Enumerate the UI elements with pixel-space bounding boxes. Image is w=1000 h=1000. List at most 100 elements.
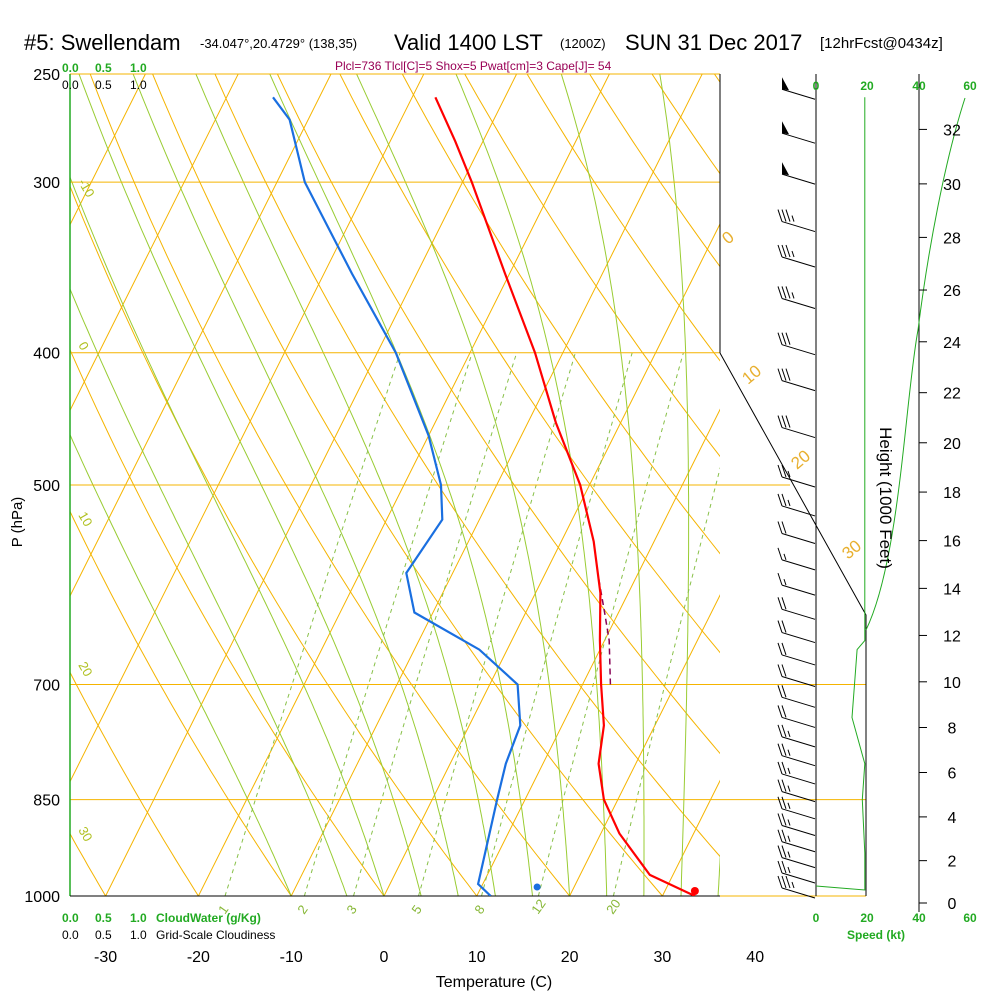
- wind-barb-shaft: [781, 791, 816, 803]
- wind-barb-flag: [781, 845, 787, 858]
- mixing-ratio-line: [353, 352, 518, 896]
- wind-barb-flag: [781, 368, 787, 381]
- wind-barb-flag: [777, 642, 783, 656]
- cloudwater-label: CloudWater (g/Kg): [156, 911, 261, 925]
- wind-barb-half-flag: [791, 881, 795, 889]
- wind-barb-shaft: [781, 344, 816, 356]
- wind-barb-shaft: [781, 256, 816, 268]
- height-tick-label: 12: [943, 628, 961, 645]
- pressure-tick-label: 250: [33, 67, 60, 84]
- wind-barb-shaft: [781, 841, 816, 853]
- wind-barb-shaft: [781, 427, 816, 439]
- valid-time: Valid 1400 LST: [394, 30, 543, 55]
- wind-barb-flag: [785, 244, 791, 258]
- mixing-ratio-line: [303, 352, 473, 896]
- mixing-ratio-label: 20: [603, 896, 624, 916]
- moist-adiabats: [70, 74, 720, 896]
- wind-barb-flag: [777, 464, 783, 478]
- wind-speed-profile: [815, 97, 966, 891]
- wind-barb-flag: [777, 829, 783, 842]
- height-tick-label: 10: [943, 675, 961, 692]
- dry-adiabat-line: [152, 74, 664, 896]
- wind-barb-shaft: [781, 505, 816, 517]
- moist-adiabat-line: [132, 74, 459, 896]
- dry-adiabat-line: [526, 74, 720, 362]
- wind-barb-shaft: [781, 654, 816, 666]
- wind-barb-flag: [781, 332, 787, 345]
- isotherm-lines: [70, 50, 1000, 925]
- wind-barb-half-flag: [787, 819, 791, 826]
- wind-barb-flag: [777, 875, 783, 889]
- wind-barb-shaft: [781, 825, 816, 837]
- mixing-ratio-label: 3: [343, 902, 359, 917]
- top-black-scale-1: 0.5: [95, 78, 112, 92]
- wind-barb-half-flag: [787, 499, 791, 507]
- wind-barb-pennant: [782, 77, 789, 91]
- wind-barb-pennant: [782, 121, 789, 135]
- isotherm-line: [70, 74, 425, 783]
- wind-barb-shaft: [781, 132, 816, 144]
- wind-barb-shaft: [781, 696, 816, 708]
- forecast-info: [12hrFcst@0434z]: [820, 35, 943, 52]
- wind-barb-flag: [777, 664, 783, 677]
- wind-barb-flag: [777, 813, 783, 826]
- wind-barb-shaft: [781, 716, 816, 728]
- dry-adiabat-label-left: -10: [75, 176, 97, 200]
- isotherm-line: [741, 50, 1000, 925]
- y-axis-label: P (hPa): [9, 497, 26, 548]
- speed-bottom-tick-60: 60: [963, 911, 977, 925]
- height-tick-label: 4: [948, 810, 957, 827]
- isotherm-line: [834, 50, 1000, 925]
- temperature-tick-label: 30: [654, 949, 672, 966]
- isotherm-line: [197, 74, 610, 896]
- height-tick-label: 32: [943, 122, 961, 139]
- dry-adiabat-label-right: 30: [838, 536, 865, 563]
- wind-barb-half-flag: [787, 470, 791, 478]
- wind-barb-flag: [777, 209, 783, 222]
- top-black-scale-2: 1.0: [130, 78, 147, 92]
- wind-barb-flag: [781, 521, 787, 534]
- wind-envelope: [719, 352, 867, 896]
- isotherm-line: [290, 74, 703, 896]
- moist-adiabat-line: [717, 852, 720, 896]
- wind-barb-flag: [785, 286, 791, 299]
- wind-barb-shaft: [781, 476, 816, 488]
- wind-barb-flag: [781, 464, 787, 478]
- dry-adiabat-label-left: 20: [75, 659, 95, 679]
- wind-barb-flag: [777, 761, 783, 775]
- wind-barbs: [777, 77, 816, 899]
- moist-adiabat-line: [70, 287, 348, 896]
- top-green-scale-0: 0.0: [62, 61, 79, 75]
- wind-barb-flag: [781, 860, 787, 874]
- wind-barb-flag: [777, 493, 783, 507]
- wind-speed-line: [815, 97, 866, 891]
- wind-barb-flag: [781, 829, 787, 842]
- wind-barb-flag: [781, 209, 787, 222]
- wind-barb-flag: [785, 332, 791, 345]
- wind-barb-flag: [785, 368, 791, 381]
- wind-barb-flag: [777, 521, 783, 534]
- speed-axis-label: Speed (kt): [847, 928, 905, 942]
- height-tick-label: 18: [943, 485, 961, 502]
- cloudiness-label: Grid-Scale Cloudiness: [156, 928, 275, 942]
- mixing-ratio-label: 2: [294, 902, 310, 917]
- moist-adiabat-line: [356, 74, 571, 896]
- wind-barb-shaft: [781, 297, 816, 309]
- dry-adiabat-label-right: 10: [738, 361, 765, 388]
- wind-barb-half-flag: [787, 767, 791, 775]
- wind-barb-flag: [781, 664, 787, 677]
- bottom-black-scale-1: 0.5: [95, 928, 112, 942]
- wind-barb-half-flag: [791, 292, 795, 299]
- wind-barb-flag: [781, 286, 787, 299]
- wind-barb-flag: [777, 705, 783, 718]
- wind-barb-flag: [781, 779, 787, 792]
- wind-barb-shaft: [781, 872, 816, 884]
- wind-barb-half-flag: [783, 553, 787, 561]
- temperature-line: [434, 96, 696, 896]
- isotherm-line: [383, 222, 720, 896]
- bottom-black-scale-2: 1.0: [130, 928, 147, 942]
- wind-barb-flag: [777, 743, 783, 756]
- wind-barb-flag: [781, 875, 787, 889]
